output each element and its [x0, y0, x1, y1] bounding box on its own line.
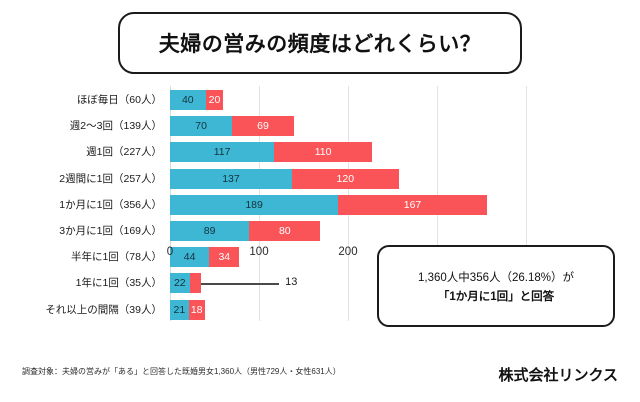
gridline-400 [526, 86, 527, 321]
category-label: 3か月に1回（169人） [59, 225, 162, 237]
bar-segment-female: 167 [338, 194, 487, 215]
category-label: 2週間に1回（257人） [59, 172, 162, 185]
bar-segment-male: 137 [170, 168, 292, 189]
category-axis-labels: ほぼ毎日（60人） 週2～3回（139人） 週1回（227人） 2週間に1回（257人… [0, 86, 166, 329]
bar-segment-female: 120 [291, 168, 399, 189]
stacked-bar-chart: ほぼ毎日（60人） 週2～3回（139人） 週1回（227人） 2週間に1回（257人… [0, 86, 640, 338]
bar-segment-male: 117 [170, 142, 275, 163]
bar-segment-male: 44 [170, 247, 210, 268]
bar-segment-male: 22 [170, 273, 190, 294]
highlight-callout-box: 1,360人中356人（26.18%）が 「1か月に1回」と回答 [377, 245, 615, 327]
leader-line [201, 283, 280, 285]
bar-segment-male: 189 [170, 194, 339, 215]
x-tick-label: 100 [249, 246, 269, 258]
plot-area: 40 20 70 69 117 110 137 120 189 167 89 80 44 34 22 13 21… [170, 86, 527, 329]
category-label: 1年に1回（35人） [75, 277, 162, 290]
company-name: 株式会社リンクス [498, 367, 618, 384]
bar-row: 44 34 [170, 247, 526, 268]
bar-segment-female: 110 [274, 142, 373, 163]
bar-row: 137 120 [170, 168, 526, 189]
chart-title-box: 夫婦の営みの頻度はどれくらい？ [118, 12, 522, 74]
x-tick-label: 200 [338, 246, 358, 258]
bar-segment-male: 40 [170, 90, 206, 110]
bar-row: 22 13 [170, 273, 526, 294]
category-label: 半年に1回（78人） [70, 251, 162, 264]
bar-segment-female: 20 [205, 90, 224, 110]
bar-segment-female: 34 [209, 247, 240, 268]
bar-segment-female: 69 [232, 116, 294, 137]
survey-note: 調査対象：夫婦の営みが「ある」と回答した既婚男女1,360人（男性729人・女性… [22, 367, 341, 376]
bar-row: 40 20 [170, 90, 526, 110]
callout-line-2: 「1か月に1回」と回答 [437, 290, 555, 303]
category-label: ほぼ毎日（60人） [76, 94, 162, 106]
category-label: 週1回（227人） [86, 146, 162, 159]
bar-row: 189 167 [170, 194, 526, 215]
bar-row: 21 18 [170, 299, 526, 320]
bar-segment-male: 21 [170, 299, 189, 320]
page-title: 夫婦の営みの頻度はどれくらい？ [158, 33, 482, 56]
bar-value-label-outside: 13 [285, 276, 298, 289]
bar-segment-female: 18 [188, 299, 205, 320]
category-label: 週2～3回（139人） [69, 120, 162, 133]
x-tick-label: 0 [166, 246, 174, 258]
bar-row: 70 69 [170, 116, 526, 137]
callout-line-1: 1,360人中356人（26.18%）が [418, 271, 574, 284]
bar-segment-female [189, 273, 202, 294]
bar-segment-female: 80 [249, 221, 321, 241]
bar-row: 117 110 [170, 142, 526, 163]
bar-row: 89 80 [170, 221, 526, 241]
category-label: それ以上の間隔（39人） [45, 303, 162, 316]
bar-segment-male: 70 [170, 116, 233, 137]
category-label: 1か月に1回（356人） [59, 198, 162, 211]
bar-segment-male: 89 [170, 221, 250, 241]
